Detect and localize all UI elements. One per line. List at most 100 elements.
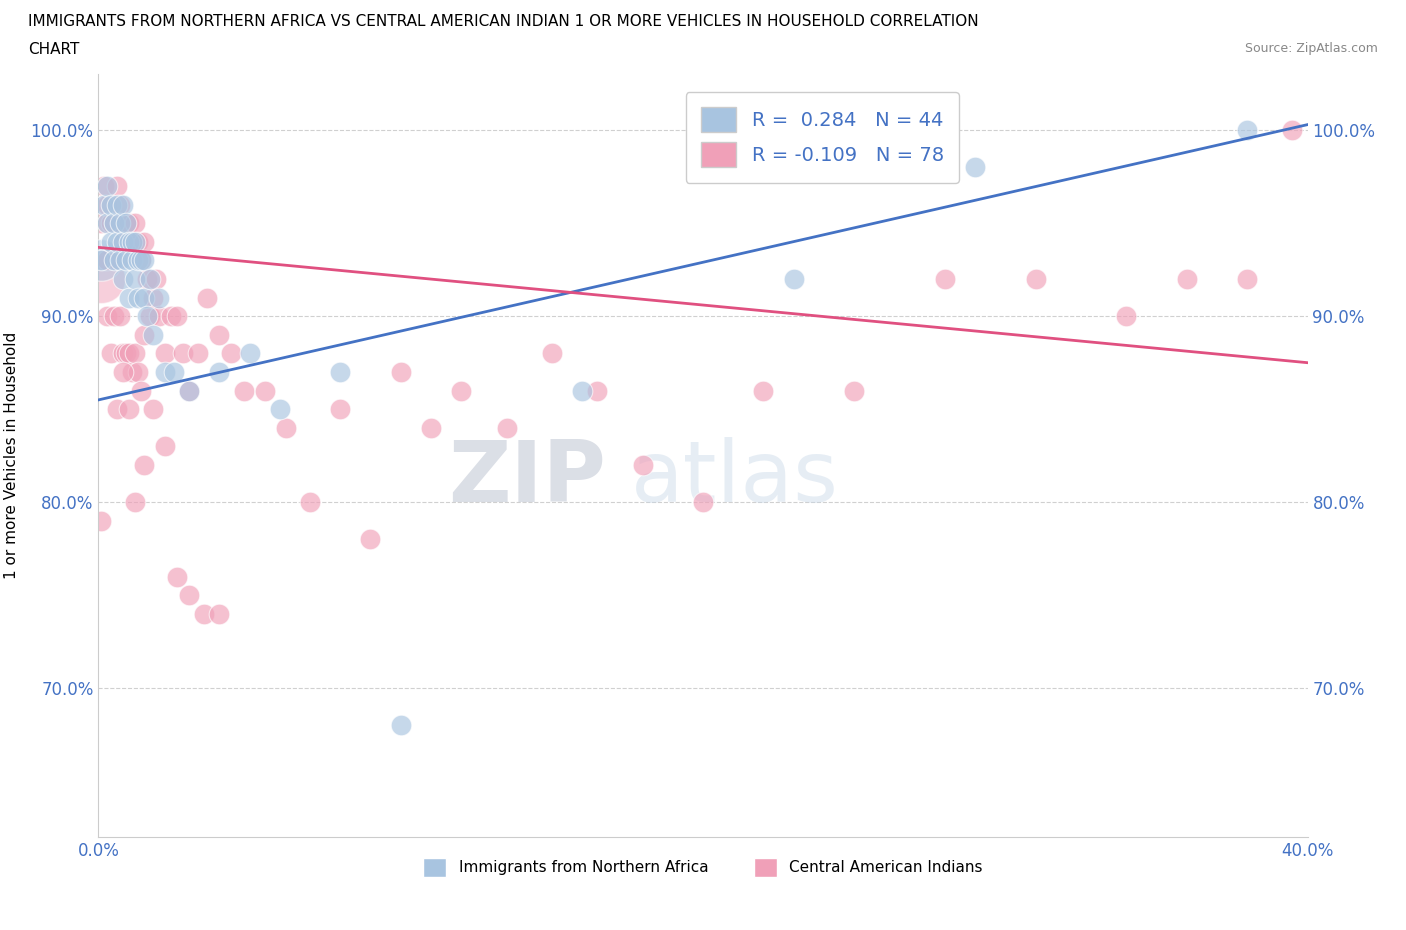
Point: [103, 216, 125, 231]
Point: [239, 346, 262, 361]
Point: [108, 253, 131, 268]
Point: [111, 234, 134, 249]
Point: [127, 290, 149, 305]
Point: [166, 309, 188, 324]
Point: [96, 197, 118, 212]
Point: [105, 253, 128, 268]
Point: [129, 253, 152, 268]
Point: [111, 234, 134, 249]
Point: [121, 253, 143, 268]
Point: [163, 365, 186, 379]
Text: Source: ZipAtlas.com: Source: ZipAtlas.com: [1244, 42, 1378, 55]
Point: [1236, 272, 1258, 286]
Point: [124, 346, 146, 361]
Point: [96, 309, 118, 324]
Point: [540, 346, 562, 361]
Point: [208, 327, 231, 342]
Point: [124, 216, 146, 231]
Point: [105, 234, 128, 249]
Point: [108, 216, 131, 231]
Point: [153, 439, 176, 454]
Y-axis label: 1 or more Vehicles in Household: 1 or more Vehicles in Household: [4, 332, 20, 579]
Point: [124, 272, 146, 286]
Point: [142, 327, 165, 342]
Point: [160, 309, 183, 324]
Point: [132, 290, 155, 305]
Point: [100, 346, 122, 361]
Point: [100, 197, 122, 212]
Point: [121, 365, 143, 379]
Point: [135, 272, 157, 286]
Point: [195, 290, 218, 305]
Point: [121, 234, 143, 249]
Point: [90, 513, 112, 528]
Point: [118, 290, 141, 305]
Point: [118, 402, 141, 417]
Point: [329, 365, 352, 379]
Point: [208, 606, 231, 621]
Point: [329, 402, 352, 417]
Point: [153, 365, 176, 379]
Point: [132, 458, 155, 472]
Legend: Immigrants from Northern Africa, Central American Indians: Immigrants from Northern Africa, Central…: [418, 852, 988, 883]
Point: [111, 272, 134, 286]
Point: [692, 495, 714, 510]
Point: [299, 495, 322, 510]
Point: [389, 365, 412, 379]
Point: [100, 234, 122, 249]
Point: [127, 253, 149, 268]
Point: [129, 383, 152, 398]
Point: [124, 234, 146, 249]
Point: [1236, 123, 1258, 138]
Point: [118, 216, 141, 231]
Point: [93, 179, 115, 193]
Point: [114, 216, 136, 231]
Point: [139, 272, 162, 286]
Point: [103, 216, 125, 231]
Point: [100, 216, 122, 231]
Point: [90, 272, 112, 286]
Point: [1281, 123, 1303, 138]
Point: [193, 606, 215, 621]
Point: [148, 309, 170, 324]
Point: [111, 197, 134, 212]
Point: [93, 253, 115, 268]
Point: [187, 346, 209, 361]
Point: [90, 253, 112, 268]
Point: [208, 365, 231, 379]
Point: [108, 309, 131, 324]
Point: [172, 346, 194, 361]
Point: [166, 569, 188, 584]
Point: [1024, 272, 1046, 286]
Point: [121, 234, 143, 249]
Point: [139, 309, 162, 324]
Point: [269, 402, 291, 417]
Point: [132, 234, 155, 249]
Point: [103, 309, 125, 324]
Point: [108, 197, 131, 212]
Point: [153, 346, 176, 361]
Point: [93, 197, 115, 212]
Point: [360, 532, 382, 547]
Point: [148, 290, 170, 305]
Point: [420, 420, 443, 435]
Point: [274, 420, 297, 435]
Point: [132, 327, 155, 342]
Point: [114, 346, 136, 361]
Point: [111, 365, 134, 379]
Point: [1115, 309, 1137, 324]
Text: CHART: CHART: [28, 42, 80, 57]
Point: [253, 383, 276, 398]
Point: [844, 383, 866, 398]
Point: [96, 216, 118, 231]
Text: atlas: atlas: [630, 437, 838, 520]
Point: [135, 309, 157, 324]
Point: [495, 420, 517, 435]
Point: [127, 365, 149, 379]
Text: IMMIGRANTS FROM NORTHERN AFRICA VS CENTRAL AMERICAN INDIAN 1 OR MORE VEHICLES IN: IMMIGRANTS FROM NORTHERN AFRICA VS CENTR…: [28, 14, 979, 29]
Point: [129, 253, 152, 268]
Point: [586, 383, 609, 398]
Text: ZIP: ZIP: [449, 437, 606, 520]
Point: [965, 160, 987, 175]
Point: [111, 346, 134, 361]
